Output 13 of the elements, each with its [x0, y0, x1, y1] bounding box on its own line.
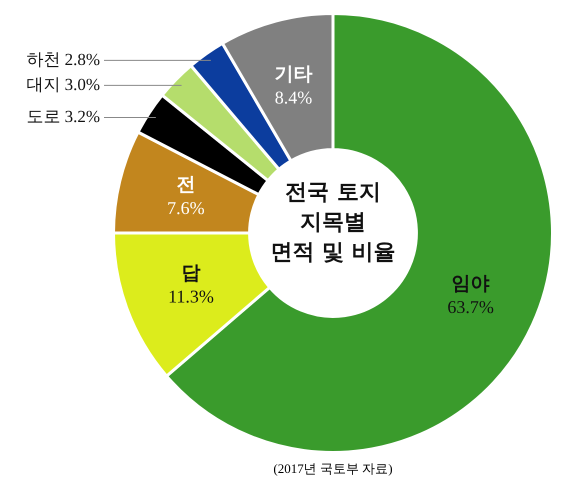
data-label: 8.4%: [274, 88, 312, 108]
slice-label: 기타: [274, 64, 312, 86]
text: 전국 토지 지목별 면적 및 비율: [269, 179, 397, 267]
slice-label: 대지 3.0%: [26, 74, 100, 94]
data-label: 11.3%: [168, 286, 214, 306]
data-label: 63.7%: [447, 296, 494, 317]
text: (2017년 국토부 자료): [272, 460, 394, 478]
slice-label: 임야: [452, 273, 490, 294]
slice-label: 전: [176, 174, 196, 196]
data-label: 7.6%: [167, 198, 205, 218]
slice-label: 하천 2.8%: [26, 50, 100, 69]
slice-label: 답: [181, 262, 200, 284]
slice-label: 도로 3.2%: [26, 106, 100, 126]
